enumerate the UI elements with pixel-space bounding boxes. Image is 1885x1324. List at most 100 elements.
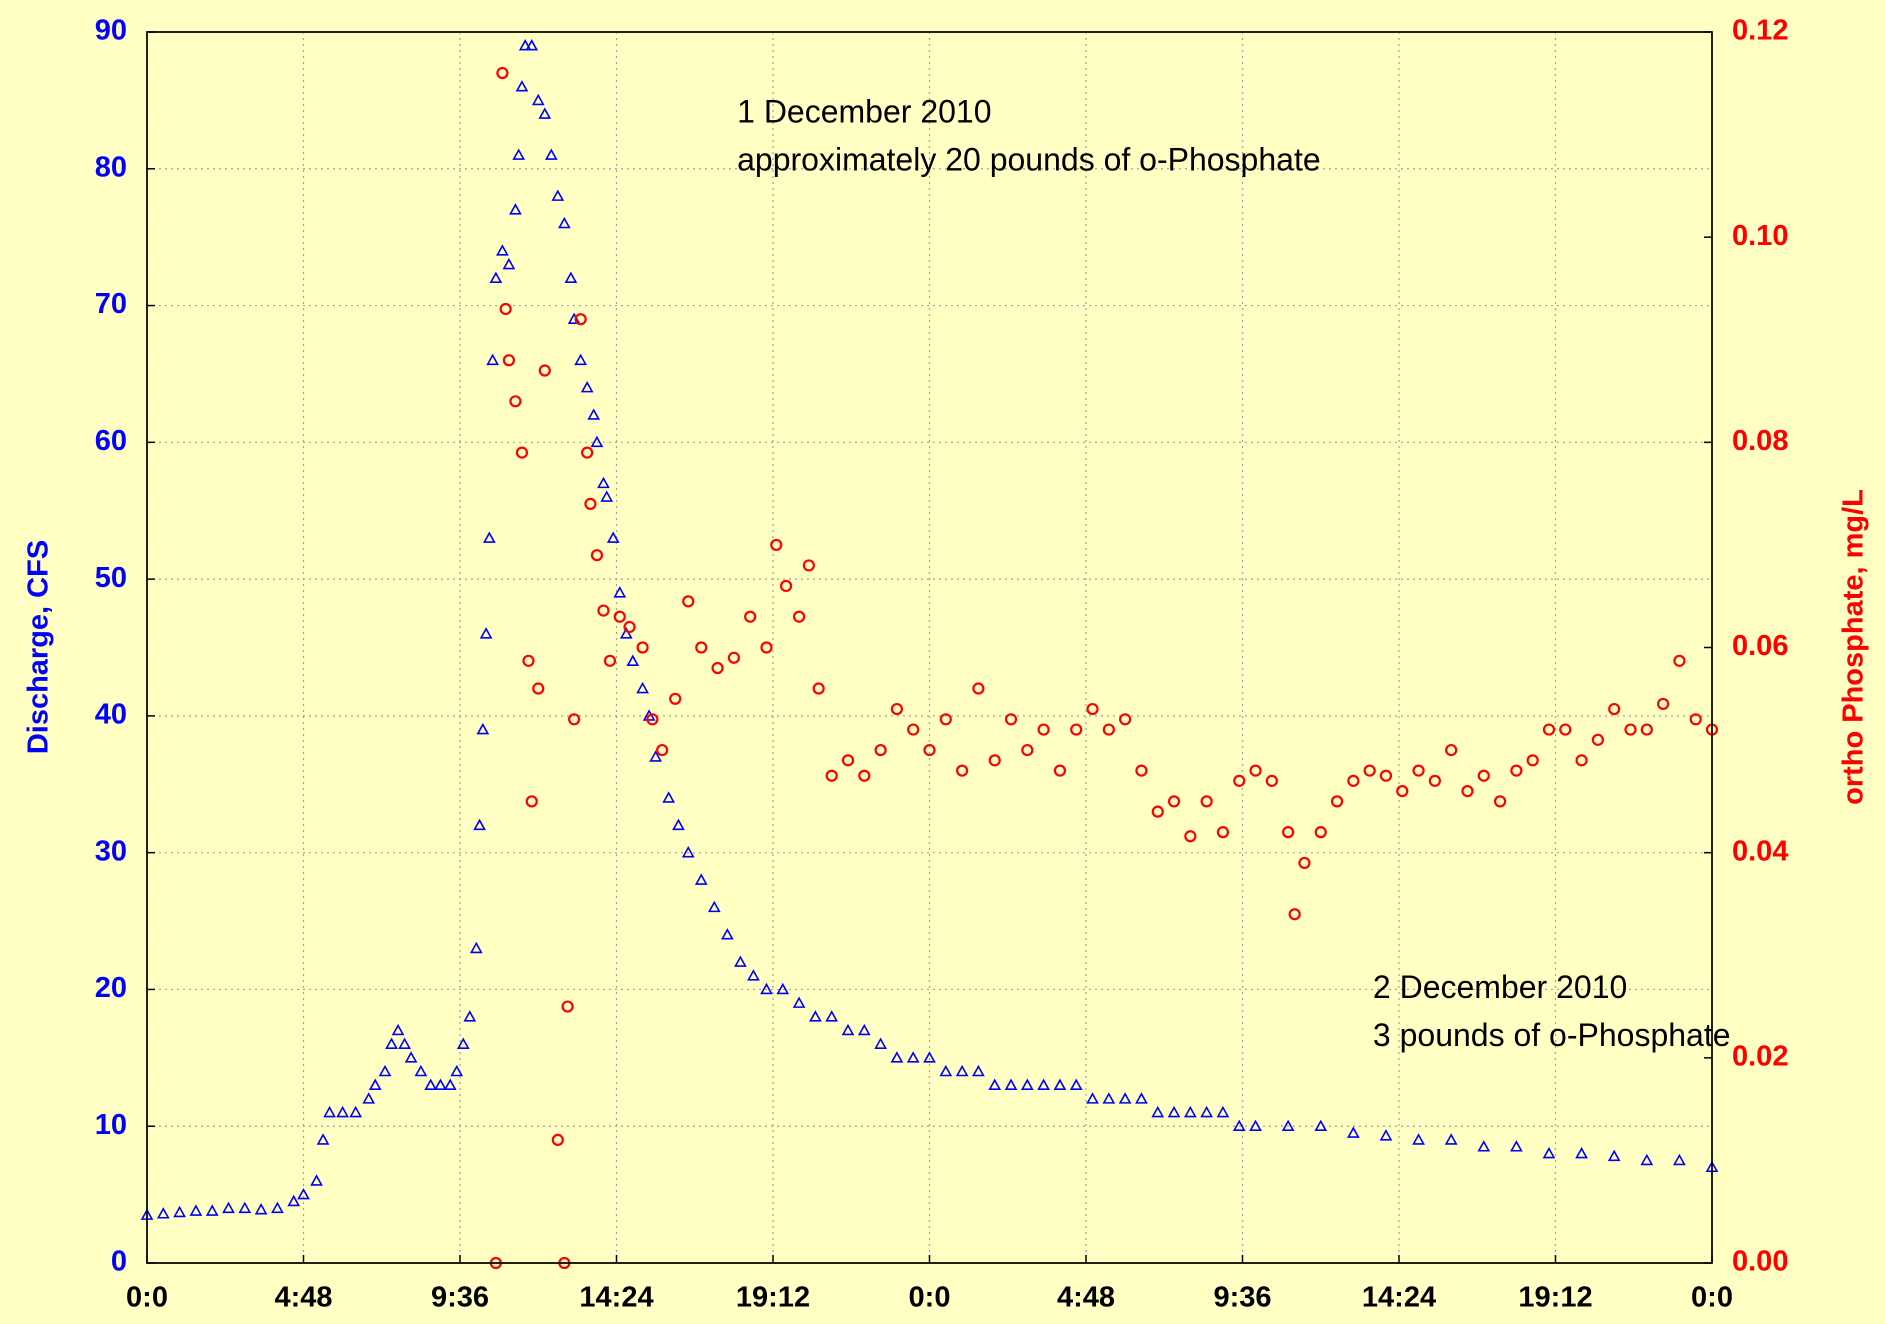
discharge-point (469, 941, 483, 954)
plot-area (146, 31, 1713, 1264)
phosphate-point (1167, 795, 1181, 808)
discharge-point (1020, 1078, 1034, 1090)
phosphate-point (597, 604, 610, 617)
y-axis-label: Discharge, CFS (23, 540, 55, 754)
phosphate-point (858, 769, 871, 782)
discharge-point (1640, 1153, 1654, 1166)
phosphate-point (1086, 702, 1099, 716)
phosphate-point (1265, 774, 1278, 787)
discharge-point (1314, 1119, 1328, 1132)
phosphate-point (1021, 743, 1034, 757)
phosphate-point (956, 764, 969, 777)
phosphate-point (551, 1133, 564, 1147)
discharge-point (1673, 1153, 1686, 1166)
phosphate-point (1282, 826, 1295, 839)
discharge-point (600, 490, 614, 502)
x-tick-label: 14:24 (1362, 1282, 1436, 1314)
y-tick-label: 60 (95, 425, 127, 457)
discharge-point (1102, 1092, 1116, 1104)
discharge-point (463, 1010, 477, 1022)
discharge-point (489, 271, 503, 283)
phosphate-point (1070, 723, 1083, 736)
phosphate-point (1477, 769, 1490, 782)
phosphate-point (502, 354, 516, 367)
discharge-point (518, 39, 532, 51)
discharge-point (662, 791, 676, 803)
discharge-point (551, 189, 565, 201)
phosphate-point (988, 754, 1001, 767)
phosphate-point (1233, 774, 1246, 787)
x-tick-label: 0:0 (1691, 1282, 1733, 1314)
discharge-point (1477, 1140, 1491, 1152)
phosphate-point (802, 559, 815, 572)
discharge-point (1281, 1119, 1295, 1132)
phosphate-point (581, 446, 594, 459)
discharge-point (1542, 1146, 1556, 1159)
x-tick-label: 19:12 (736, 1282, 810, 1314)
phosphate-point (515, 446, 529, 459)
discharge-point (720, 928, 734, 940)
discharge-point (378, 1064, 392, 1077)
y2-tick-label: 0.10 (1732, 220, 1788, 252)
discharge-point (349, 1105, 363, 1118)
phosphate-point (1575, 754, 1588, 767)
phosphate-point (590, 549, 604, 562)
phosphate-point (907, 723, 920, 736)
y-tick-label: 90 (95, 15, 127, 47)
discharge-point (734, 955, 747, 967)
discharge-point (456, 1037, 470, 1049)
phosphate-point (812, 682, 825, 695)
discharge-point (434, 1078, 447, 1090)
discharge-point (398, 1037, 411, 1049)
phosphate-point (825, 769, 838, 782)
phosphate-point (538, 364, 551, 377)
phosphate-point (792, 610, 806, 623)
discharge-point (297, 1187, 310, 1200)
phosphate-point (1412, 764, 1425, 777)
discharge-point (580, 380, 594, 393)
phosphate-point (1608, 702, 1621, 716)
phosphate-point (1004, 713, 1018, 726)
discharge-point (538, 107, 552, 119)
x-tick-label: 19:12 (1518, 1282, 1592, 1314)
phosphate-point (623, 620, 636, 634)
discharge-point (760, 982, 773, 995)
discharge-point (619, 627, 633, 639)
phosphate-point (1640, 723, 1653, 736)
annotation: 2 December 2010 (1373, 969, 1627, 1005)
discharge-point (890, 1051, 904, 1063)
plot-frame (146, 31, 1713, 1264)
phosphate-point (1689, 713, 1702, 726)
phosphate-point (1347, 774, 1360, 787)
phosphate-point (874, 743, 887, 757)
discharge-point (747, 969, 760, 981)
y-tick-label: 80 (95, 151, 127, 183)
discharge-point (515, 80, 529, 92)
discharge-point (222, 1201, 235, 1214)
phosphate-point (1288, 908, 1301, 921)
phosphate-point (695, 641, 708, 654)
discharge-point (450, 1064, 464, 1077)
phosphate-point (646, 713, 659, 726)
discharge-point (557, 216, 571, 229)
phosphate-point (1542, 723, 1556, 736)
discharge-point (1053, 1078, 1067, 1090)
phosphate-point (1037, 723, 1050, 736)
phosphate-point (841, 754, 855, 767)
discharge-point (1444, 1133, 1458, 1145)
phosphate-point (923, 743, 936, 757)
discharge-point (841, 1023, 855, 1036)
phosphate-point (1363, 764, 1376, 777)
discharge-point (809, 1010, 822, 1022)
y-tick-label: 30 (95, 835, 127, 867)
phosphate-point (1526, 754, 1539, 767)
discharge-point (939, 1064, 953, 1077)
phosphate-point (939, 713, 952, 726)
phosphate-point (1330, 795, 1344, 808)
phosphate-point (568, 713, 581, 726)
phosphate-point (1119, 713, 1132, 726)
marks (140, 39, 1719, 1270)
discharge-point (972, 1064, 985, 1077)
y2-tick-label: 0.00 (1732, 1246, 1788, 1278)
discharge-point (479, 627, 493, 639)
